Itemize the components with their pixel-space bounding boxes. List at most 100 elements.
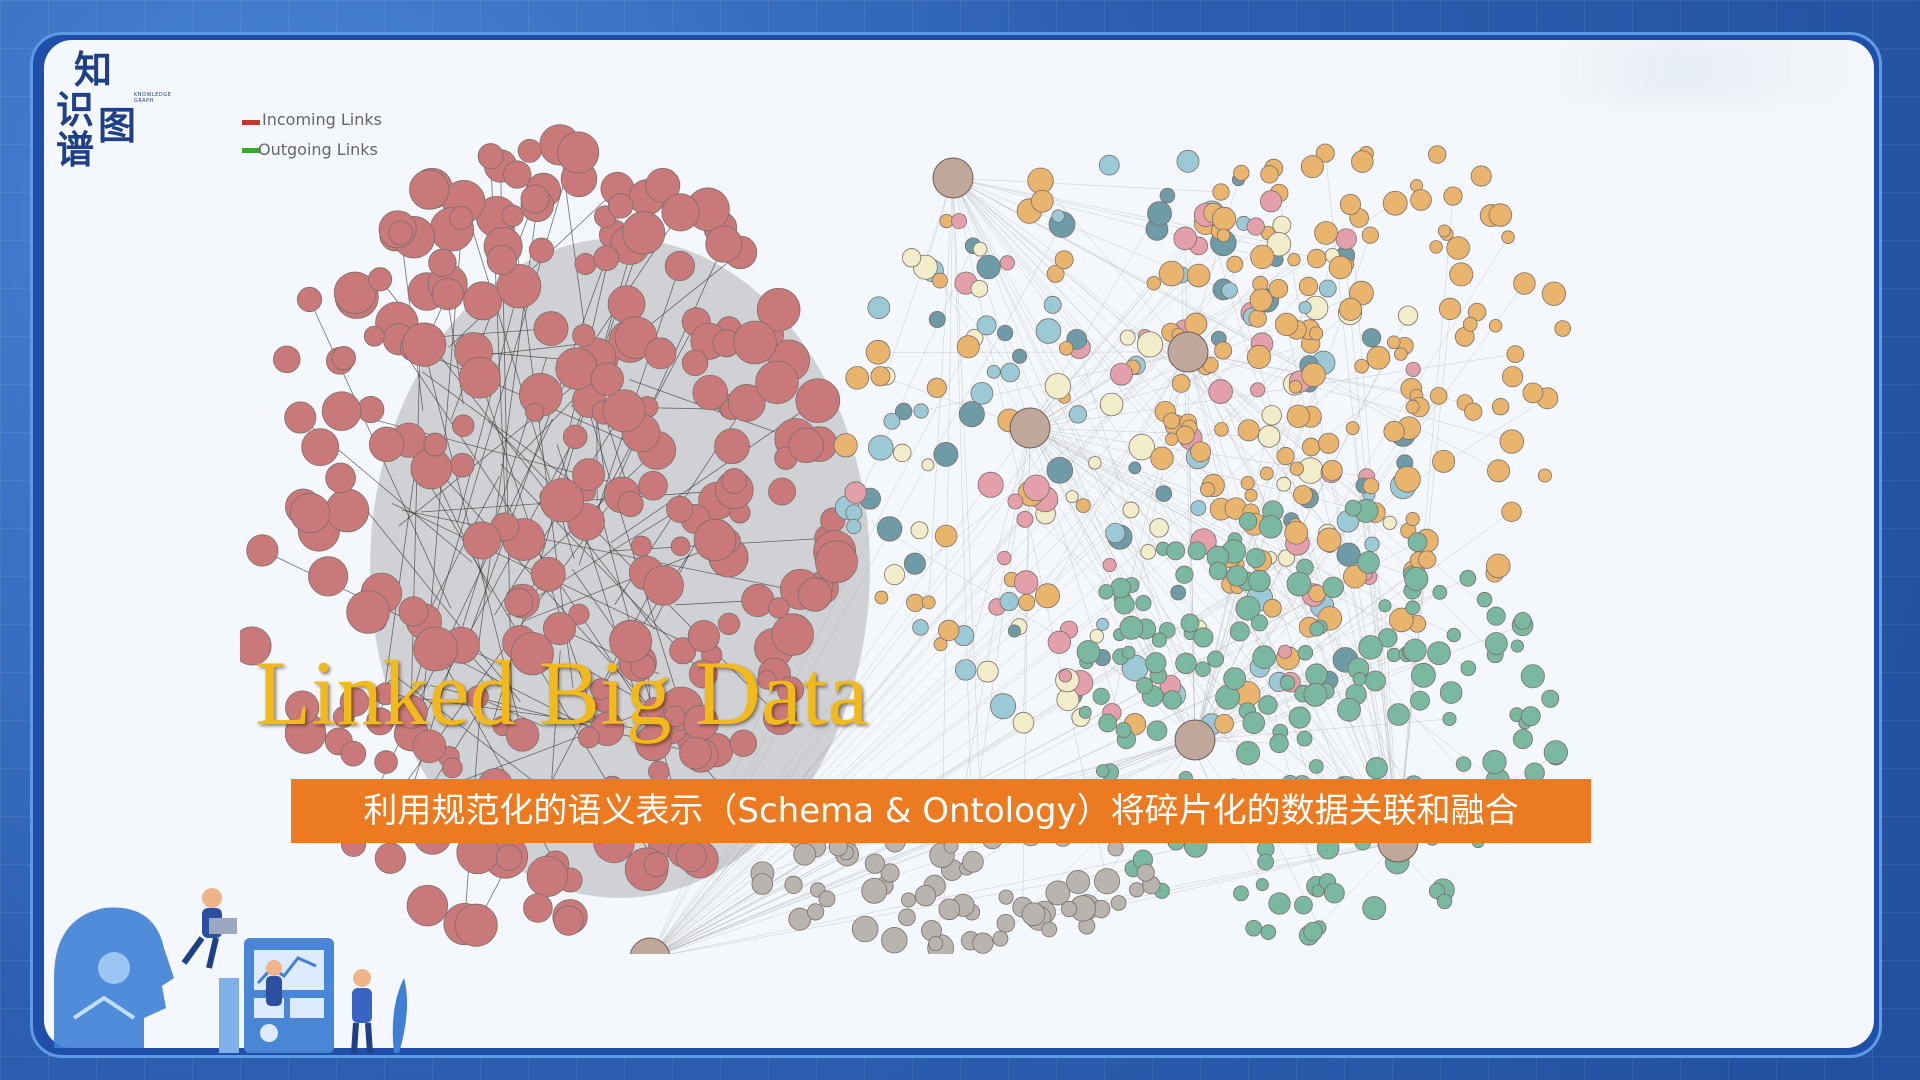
network-node (477, 143, 504, 170)
network-node (833, 433, 858, 458)
network-node (1343, 564, 1367, 589)
network-node (1417, 550, 1437, 569)
network-node (894, 402, 913, 421)
network-node (1301, 362, 1326, 388)
network-node (1240, 476, 1255, 491)
network-node (1248, 569, 1271, 593)
network-node (1034, 583, 1060, 609)
network-edge (1352, 428, 1399, 843)
network-node (431, 278, 465, 311)
network-node (1166, 541, 1186, 561)
network-node (1338, 297, 1363, 321)
network-edge (410, 350, 421, 712)
tech-illustration (54, 888, 408, 1054)
network-edge (1189, 427, 1196, 741)
network-node (1358, 635, 1383, 660)
network-node (1315, 143, 1335, 163)
network-node (1245, 547, 1266, 568)
network-node (992, 930, 1009, 947)
network-node (793, 842, 817, 866)
network-node (762, 700, 798, 735)
network-node (441, 757, 463, 779)
network-node (1250, 382, 1266, 398)
network-node (1404, 566, 1429, 591)
network-node (893, 443, 912, 463)
network-node (1193, 627, 1214, 648)
network-node (526, 855, 568, 897)
network-edge (653, 309, 1351, 954)
network-node (1176, 149, 1200, 173)
network-edge (654, 536, 1121, 954)
network-node (846, 518, 862, 535)
network-node (1260, 165, 1279, 184)
network-node (1491, 398, 1510, 416)
network-node (357, 395, 385, 424)
network-edge (952, 177, 1080, 348)
network-node (1501, 366, 1524, 388)
network-node (1345, 421, 1360, 436)
network-node (374, 682, 398, 706)
network-edge (1194, 718, 1450, 741)
network-node (1276, 476, 1292, 492)
network-node (1286, 571, 1312, 597)
network-node (240, 626, 272, 666)
network-node (1266, 232, 1292, 257)
network-edge (1219, 230, 1399, 843)
network-node (1357, 551, 1380, 574)
network-node (574, 253, 597, 275)
network-node (1298, 300, 1312, 314)
network-node (970, 279, 989, 298)
network-node (1541, 281, 1567, 306)
network-node (1288, 380, 1303, 394)
network-node (956, 335, 980, 359)
network-edge (1187, 351, 1496, 655)
logo-char-4: 谱 (56, 128, 95, 172)
network-edge (1018, 351, 1189, 627)
network-edge (1308, 841, 1399, 936)
network-node (449, 205, 474, 230)
network-edge (390, 357, 547, 859)
network-node (681, 349, 709, 377)
network-edge (952, 177, 1298, 469)
network-node (1443, 186, 1463, 206)
network-node (933, 637, 948, 652)
network-node (1377, 628, 1398, 648)
network-node (1442, 711, 1457, 727)
network-node (1459, 569, 1477, 587)
network-node (687, 620, 720, 653)
network-node (1146, 276, 1161, 291)
network-node (1078, 705, 1092, 719)
network-node (998, 889, 1014, 905)
network-node (1383, 420, 1405, 443)
network-node (901, 892, 917, 908)
network-node (1284, 520, 1309, 545)
network-node (1462, 316, 1478, 332)
network-node (284, 401, 317, 434)
network-node (1187, 541, 1207, 561)
network-node (1021, 902, 1046, 927)
network-edge (952, 177, 974, 862)
network-node (1410, 690, 1430, 711)
logo-char-3: 图 (98, 104, 137, 148)
network-node (1088, 456, 1102, 470)
network-node (1245, 919, 1263, 937)
network-node (784, 875, 803, 894)
network-edge (341, 410, 658, 495)
network-node (1335, 228, 1357, 250)
network-edge (1194, 495, 1252, 741)
network-node (1128, 461, 1142, 475)
network-node (1163, 412, 1180, 430)
network-node (1274, 312, 1299, 337)
network-node (1405, 600, 1421, 616)
network-node (913, 403, 929, 419)
network-node (867, 296, 891, 320)
network-node (1289, 461, 1304, 476)
network-node (562, 424, 588, 450)
network-node (520, 184, 550, 214)
network-node (845, 366, 869, 390)
network-node (1268, 892, 1291, 915)
network-node (1147, 201, 1172, 226)
network-edge (658, 578, 1468, 954)
network-edge (656, 541, 1418, 954)
network-node (1407, 532, 1428, 552)
